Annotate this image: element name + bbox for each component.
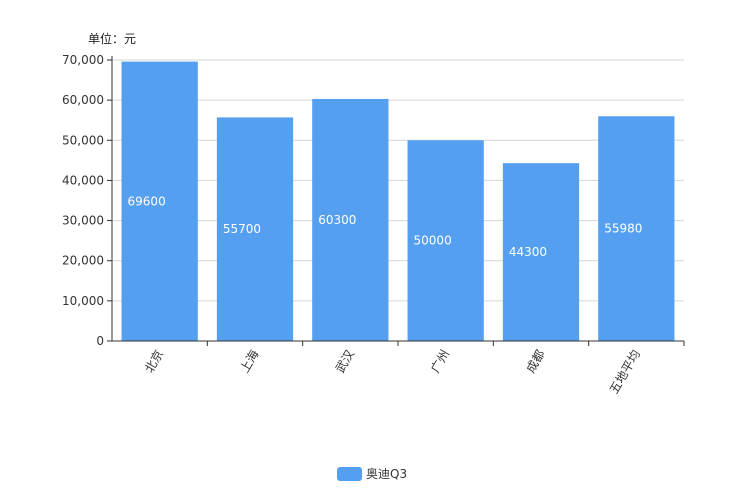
y-tick-label: 60,000: [62, 93, 104, 107]
legend-swatch[interactable]: [337, 467, 362, 481]
y-axis: 0 10,000 20,000 30,000 40,000 50,000 60,000 70,…: [62, 53, 113, 348]
y-tick-label: 30,000: [62, 214, 104, 228]
legend-label[interactable]: 奥迪Q3: [366, 467, 407, 481]
y-tick-label: 50,000: [62, 133, 104, 147]
bar-value-label: 55700: [223, 222, 261, 236]
bar[interactable]: [598, 116, 675, 341]
y-tick-label: 0: [96, 334, 104, 348]
bar-value-label: 50000: [414, 234, 452, 248]
bar-value-label: 44300: [509, 245, 547, 259]
x-tick-label: 北京: [142, 348, 166, 376]
bar-value-label: 69600: [128, 194, 166, 208]
x-tick-label: 广州: [428, 348, 452, 376]
y-tick-label: 70,000: [62, 53, 104, 67]
bar-value-label: 55980: [604, 222, 642, 236]
x-tick-label: 武汉: [333, 348, 357, 376]
bar[interactable]: [121, 61, 198, 341]
x-tick-label: 五地平均: [607, 348, 643, 397]
x-tick-label: 成都: [523, 348, 547, 376]
gridlines: [112, 59, 684, 302]
bars: 69600 55700 60300 50000 44300 55980: [121, 61, 675, 341]
bar[interactable]: [407, 140, 484, 341]
x-tick-label: 上海: [237, 347, 262, 375]
bar[interactable]: [216, 117, 294, 341]
bar[interactable]: [312, 98, 389, 341]
bar-value-label: 60300: [318, 213, 356, 227]
bar[interactable]: [502, 163, 580, 341]
y-tick-label: 40,000: [62, 173, 104, 187]
unit-label: 单位：元: [88, 31, 136, 46]
x-axis: 北京 上海 武汉 广州 成都 五地平均: [112, 340, 685, 397]
y-tick-label: 20,000: [62, 254, 104, 268]
y-tick-label: 10,000: [62, 294, 104, 308]
legend[interactable]: 奥迪Q3: [337, 467, 407, 481]
